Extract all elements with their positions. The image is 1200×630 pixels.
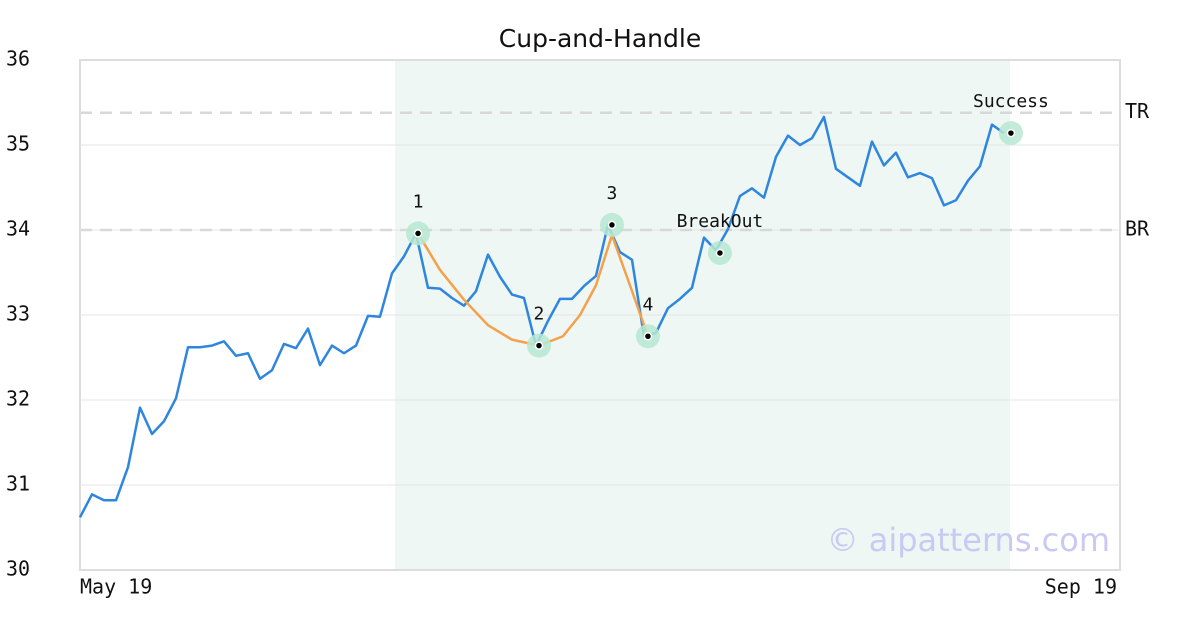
point-dot [715,248,725,258]
point-label: BreakOut [677,211,764,232]
point-dot [607,220,617,230]
point-dot [413,229,423,238]
watermark: © aipatterns.com [827,521,1110,559]
cup-line [416,232,650,347]
point-label: 2 [534,304,545,325]
y-tick-label: 36 [6,47,30,71]
point-dot [1006,128,1016,138]
chart-title: Cup-and-Handle [499,24,701,53]
x-tick-label: Sep 19 [1045,575,1117,599]
y-tick-label: 31 [6,472,30,496]
y-tick-label: 32 [6,387,30,411]
point-label: 3 [607,183,618,204]
y-tick-label: 30 [6,557,30,581]
point-label: 1 [413,191,424,212]
y-tick-label: 33 [6,302,30,326]
plot-frame [79,59,1121,571]
y-tick-label: 34 [6,217,30,241]
level-label: TR [1125,99,1150,123]
price-line [78,115,1005,518]
point-label: 4 [643,294,654,315]
point-dot [534,341,544,350]
x-tick-label: May 19 [80,575,152,599]
level-label: BR [1125,217,1150,241]
y-tick-label: 35 [6,132,30,156]
point-dot [643,332,653,341]
point-label: Success [973,91,1049,112]
